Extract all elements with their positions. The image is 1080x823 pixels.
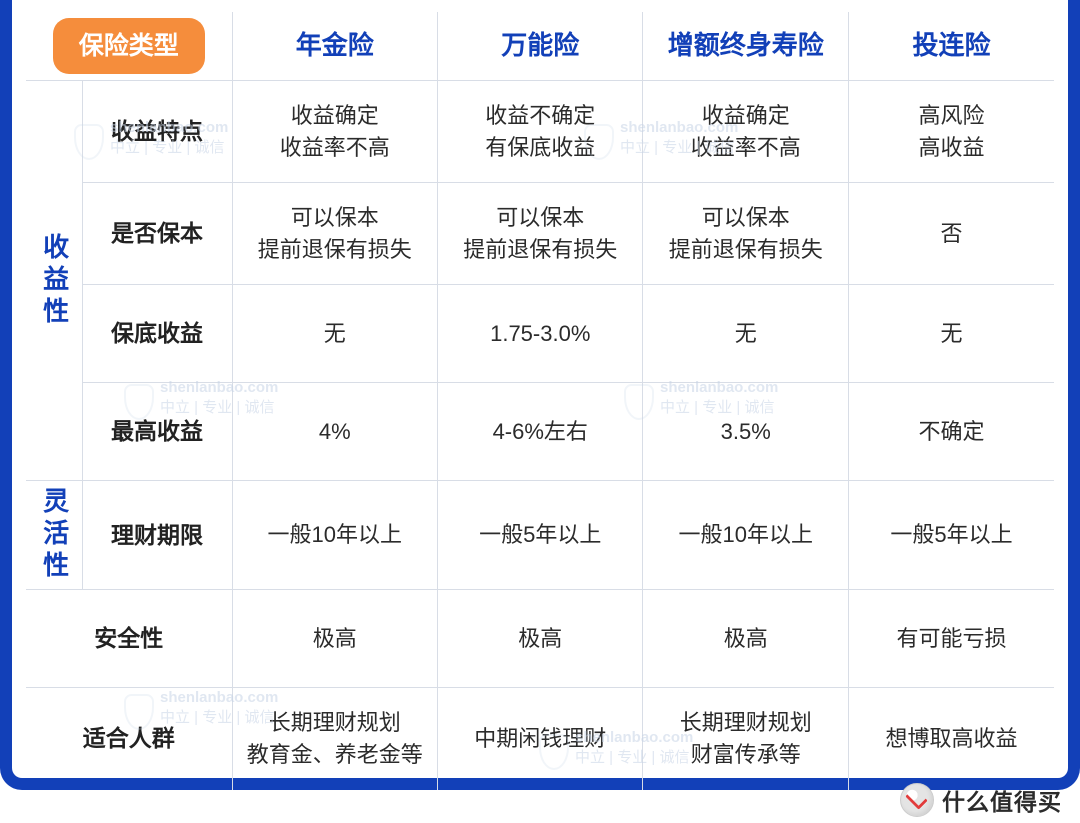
cell: 极高 [232, 590, 437, 688]
table-row: 保底收益 无 1.75-3.0% 无 无 [26, 285, 1054, 383]
cell: 不确定 [848, 383, 1054, 481]
cell: 可以保本提前退保有损失 [438, 183, 643, 285]
table-row: 最高收益 4% 4-6%左右 3.5% 不确定 [26, 383, 1054, 481]
footer-brand: 什么值得买 [900, 783, 1062, 817]
table-row: 适合人群 长期理财规划教育金、养老金等 中期闲钱理财 长期理财规划财富传承等 想… [26, 688, 1054, 790]
header-badge-cell: 保险类型 [26, 12, 232, 81]
row-label: 是否保本 [82, 183, 232, 285]
row-label: 安全性 [26, 590, 232, 688]
cell: 3.5% [643, 383, 848, 481]
cell: 无 [232, 285, 437, 383]
row-label: 最高收益 [82, 383, 232, 481]
cell: 一般10年以上 [232, 481, 437, 590]
cell: 中期闲钱理财 [438, 688, 643, 790]
row-label: 保底收益 [82, 285, 232, 383]
smzdm-logo-icon [900, 783, 934, 817]
row-label: 适合人群 [26, 688, 232, 790]
col-universal: 万能险 [438, 12, 643, 81]
col-unit-linked: 投连险 [848, 12, 1054, 81]
cell: 有可能亏损 [848, 590, 1054, 688]
cell: 可以保本提前退保有损失 [643, 183, 848, 285]
table-header-row: 保险类型 年金险 万能险 增额终身寿险 投连险 [26, 12, 1054, 81]
table-row: 收益性 收益特点 收益确定收益率不高 收益不确定有保底收益 收益确定收益率不高 … [26, 81, 1054, 183]
cell: 收益不确定有保底收益 [438, 81, 643, 183]
cell: 4% [232, 383, 437, 481]
cell: 否 [848, 183, 1054, 285]
footer-text: 什么值得买 [942, 783, 1062, 817]
row-label: 理财期限 [82, 481, 232, 590]
cell: 可以保本提前退保有损失 [232, 183, 437, 285]
row-label: 收益特点 [82, 81, 232, 183]
cell: 长期理财规划财富传承等 [643, 688, 848, 790]
cell: 无 [643, 285, 848, 383]
col-annuity: 年金险 [232, 12, 437, 81]
cell: 收益确定收益率不高 [643, 81, 848, 183]
category-flexibility: 灵活性 [26, 481, 82, 590]
cell: 一般5年以上 [438, 481, 643, 590]
cell: 极高 [438, 590, 643, 688]
cell: 无 [848, 285, 1054, 383]
col-increasing-life: 增额终身寿险 [643, 12, 848, 81]
table-row: 灵活性 理财期限 一般10年以上 一般5年以上 一般10年以上 一般5年以上 [26, 481, 1054, 590]
cell: 极高 [643, 590, 848, 688]
table-row: 安全性 极高 极高 极高 有可能亏损 [26, 590, 1054, 688]
insurance-type-badge: 保险类型 [53, 18, 205, 74]
table-row: 是否保本 可以保本提前退保有损失 可以保本提前退保有损失 可以保本提前退保有损失… [26, 183, 1054, 285]
cell: 高风险高收益 [848, 81, 1054, 183]
category-profitability: 收益性 [26, 81, 82, 481]
cell: 想博取高收益 [848, 688, 1054, 790]
cell: 4-6%左右 [438, 383, 643, 481]
cell: 一般10年以上 [643, 481, 848, 590]
table-frame: 保险类型 年金险 万能险 增额终身寿险 投连险 收益性 收益特点 收益确定收益率… [0, 0, 1080, 790]
cell: 1.75-3.0% [438, 285, 643, 383]
cell: 收益确定收益率不高 [232, 81, 437, 183]
cell: 一般5年以上 [848, 481, 1054, 590]
cell: 长期理财规划教育金、养老金等 [232, 688, 437, 790]
insurance-comparison-table: 保险类型 年金险 万能险 增额终身寿险 投连险 收益性 收益特点 收益确定收益率… [26, 12, 1054, 790]
